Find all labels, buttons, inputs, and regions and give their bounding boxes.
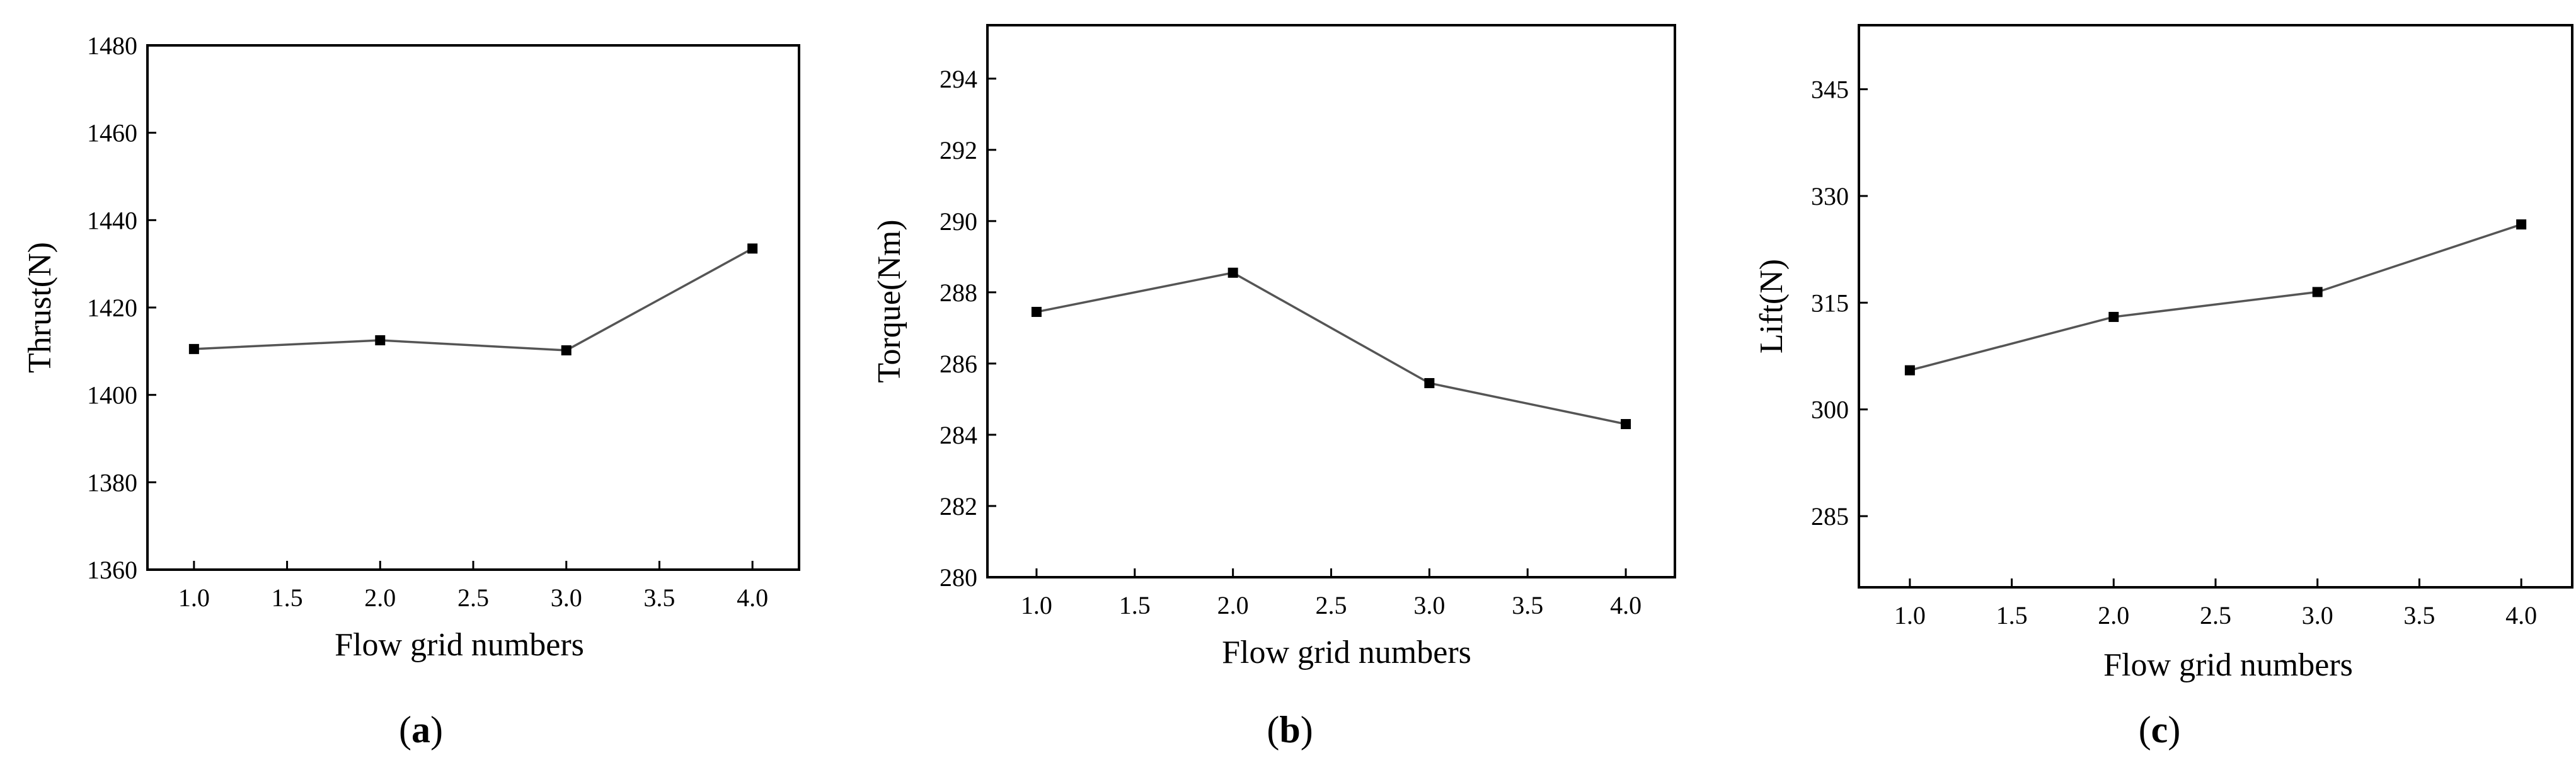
series-line [193,247,753,352]
y-tick-label: 300 [1811,396,1849,424]
y-tick-label: 330 [1811,182,1849,210]
x-tick-label: 3.0 [2302,601,2333,630]
y-axis-ticks: 285 300 315 330 345 [1811,76,1868,531]
data-point-marker [1228,267,1238,278]
panel-label-a: (a) [399,709,443,751]
x-tick-label: 2.0 [2098,601,2129,630]
x-axis-ticks: 1.0 1.5 2.0 2.5 3.0 3.5 4.0 [1894,578,2537,630]
x-axis-ticks: 1.0 1.5 2.0 2.5 3.0 3.5 4.0 [1021,568,1642,619]
x-tick-label: 3.5 [2403,601,2435,630]
data-point-marker [2108,311,2119,322]
x-axis-label: Flow grid numbers [1222,635,1471,670]
y-axis-label: Thrust(N) [22,242,58,373]
y-tick-label: 1420 [87,294,137,322]
x-tick-label: 1.0 [1894,601,1926,630]
x-tick-label: 1.0 [178,584,210,612]
data-point-marker [1424,377,1435,388]
y-tick-label: 1480 [87,32,137,60]
y-tick-label: 315 [1811,289,1849,317]
y-tick-label: 1360 [87,556,137,584]
y-tick-label: 285 [1811,502,1849,531]
y-tick-label: 290 [940,207,977,236]
y-tick-label: 280 [940,563,977,592]
x-tick-label: 4.0 [1610,591,1642,619]
x-tick-label: 2.0 [1217,591,1249,619]
x-tick-label: 2.5 [1316,591,1347,619]
y-tick-label: 345 [1811,76,1849,104]
y-tick-label: 282 [940,492,977,521]
y-tick-label: 292 [940,136,977,164]
y-tick-label: 288 [940,279,977,307]
series-line [1909,223,2522,372]
x-tick-label: 2.5 [457,584,489,612]
x-tick-label: 3.5 [1512,591,1543,619]
data-point-marker [1904,365,1915,376]
y-tick-label: 1460 [87,119,137,147]
x-tick-label: 3.0 [1413,591,1445,619]
x-tick-label: 1.5 [1996,601,2028,630]
y-tick-label: 286 [940,350,977,378]
chart-panel-b: 1.0 1.5 2.0 2.5 3.0 3.5 4.0 280 282 284 286 288 290… [871,24,1676,751]
y-tick-label: 1380 [87,468,137,497]
x-tick-label: 3.0 [551,584,582,612]
y-axis-ticks: 280 282 284 286 288 290 292 294 [940,65,996,592]
y-tick-label: 294 [940,65,977,93]
x-tick-label: 4.0 [737,584,768,612]
data-point-marker [188,343,199,354]
x-tick-label: 1.5 [1119,591,1151,619]
data-series [1031,267,1631,429]
data-point-marker [561,345,572,355]
panel-label-b: (b) [1267,709,1313,751]
x-tick-label: 3.5 [643,584,675,612]
x-axis-label: Flow grid numbers [335,627,584,663]
panel-label-c: (c) [2139,709,2181,751]
data-series [188,243,758,355]
x-tick-label: 2.5 [2200,601,2231,630]
chart-panel-c: 1.0 1.5 2.0 2.5 3.0 3.5 4.0 285 300 315 330 345 Fl… [1754,24,2573,751]
x-tick-label: 4.0 [2505,601,2537,630]
y-axis-label: Torque(Nm) [871,219,907,382]
x-axis-label: Flow grid numbers [2103,647,2353,683]
x-axis-ticks: 1.0 1.5 2.0 2.5 3.0 3.5 4.0 [178,561,768,612]
data-point-marker [2516,219,2527,230]
y-tick-label: 1400 [87,381,137,410]
series-line [1036,271,1626,425]
data-point-marker [1031,306,1042,317]
x-tick-label: 2.0 [364,584,396,612]
data-series [1904,219,2527,376]
y-tick-label: 1440 [87,206,137,234]
data-point-marker [1621,418,1631,429]
x-tick-label: 1.0 [1021,591,1052,619]
x-tick-label: 1.5 [272,584,303,612]
data-point-marker [747,243,758,254]
y-axis-ticks: 1360 1380 1400 1420 1440 1460 1480 [87,32,156,584]
data-point-marker [375,335,386,345]
plot-frame [146,44,800,571]
y-tick-label: 284 [940,421,977,449]
chart-panel-a: 1.0 1.5 2.0 2.5 3.0 3.5 4.0 1360 1380 1400 1420 14… [22,32,800,751]
y-axis-label: Lift(N) [1754,259,1790,354]
data-point-marker [2312,287,2323,297]
plot-frame [1858,24,2573,589]
